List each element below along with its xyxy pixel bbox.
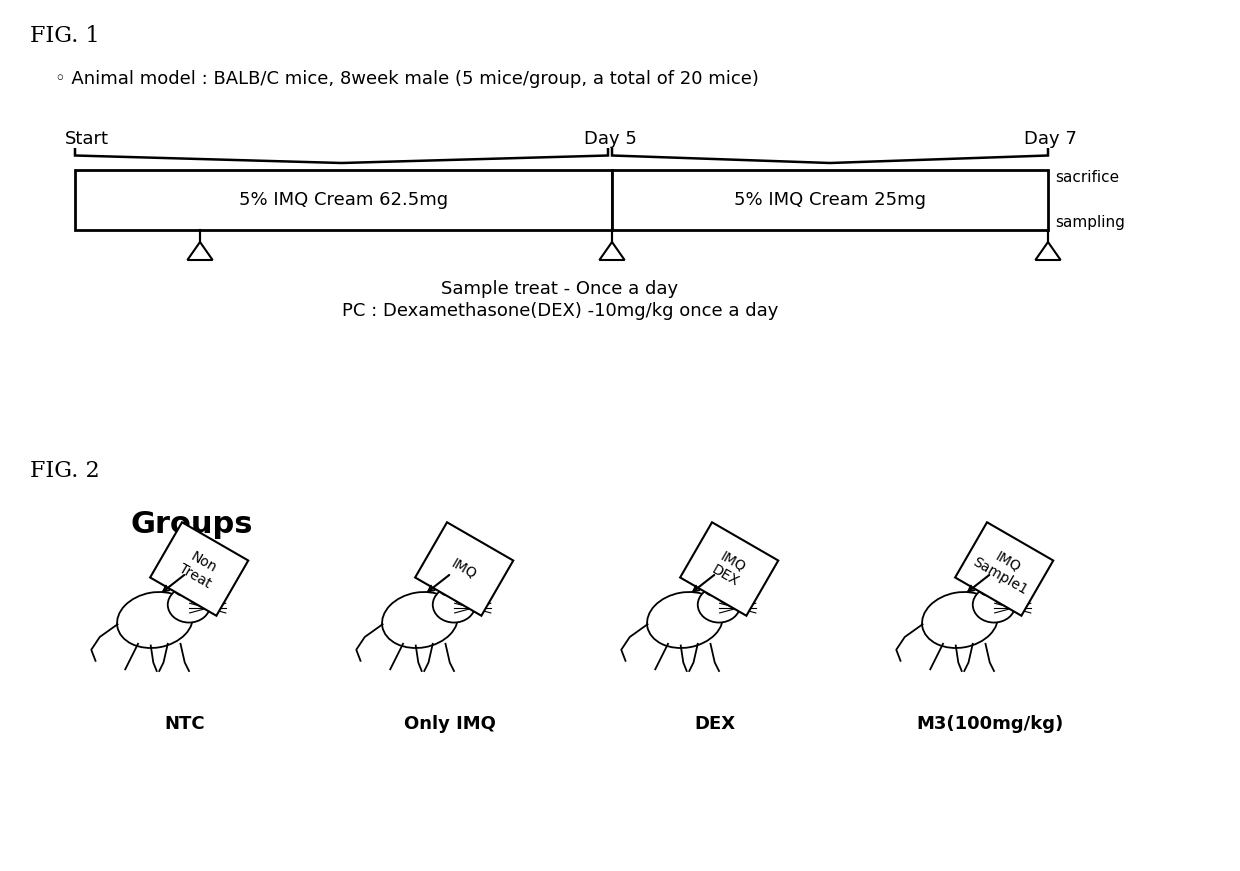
- Text: Day 5: Day 5: [584, 130, 636, 148]
- Ellipse shape: [698, 587, 740, 623]
- Polygon shape: [150, 523, 248, 616]
- Ellipse shape: [703, 573, 722, 596]
- Ellipse shape: [172, 573, 191, 596]
- Text: DEX: DEX: [694, 715, 735, 733]
- Polygon shape: [599, 242, 625, 260]
- Text: PC : Dexamethasone(DEX) -10mg/kg once a day: PC : Dexamethasone(DEX) -10mg/kg once a …: [342, 302, 779, 320]
- Text: sampling: sampling: [1055, 214, 1125, 229]
- Circle shape: [207, 605, 212, 611]
- Text: sacrifice: sacrifice: [1055, 171, 1120, 186]
- Circle shape: [996, 597, 1002, 603]
- Bar: [613, 170, 1048, 230]
- Ellipse shape: [438, 573, 456, 596]
- Text: IMQ
DEX: IMQ DEX: [709, 549, 749, 590]
- Ellipse shape: [923, 592, 998, 648]
- Polygon shape: [955, 523, 1053, 616]
- Circle shape: [472, 605, 477, 611]
- Polygon shape: [187, 242, 212, 260]
- Text: Only IMQ: Only IMQ: [404, 715, 496, 733]
- Ellipse shape: [167, 587, 211, 623]
- Text: Non
Treat: Non Treat: [176, 547, 222, 591]
- Text: FIG. 1: FIG. 1: [30, 25, 99, 47]
- Text: Sample treat - Once a day: Sample treat - Once a day: [441, 280, 678, 298]
- Text: Start: Start: [64, 130, 109, 148]
- Text: 5% IMQ Cream 25mg: 5% IMQ Cream 25mg: [734, 191, 926, 209]
- Circle shape: [1012, 605, 1017, 611]
- Bar: [74, 170, 613, 230]
- Ellipse shape: [117, 592, 193, 648]
- Text: M3(100mg/kg): M3(100mg/kg): [916, 715, 1064, 733]
- Ellipse shape: [433, 587, 475, 623]
- Text: IMQ: IMQ: [449, 557, 480, 582]
- Text: 5% IMQ Cream 62.5mg: 5% IMQ Cream 62.5mg: [239, 191, 448, 209]
- Circle shape: [456, 597, 463, 603]
- Circle shape: [737, 605, 742, 611]
- Text: Groups: Groups: [130, 510, 253, 539]
- Ellipse shape: [972, 587, 1016, 623]
- Ellipse shape: [647, 592, 723, 648]
- Polygon shape: [415, 523, 513, 616]
- Polygon shape: [680, 523, 779, 616]
- Text: FIG. 2: FIG. 2: [30, 460, 99, 482]
- Polygon shape: [1035, 242, 1060, 260]
- Ellipse shape: [382, 592, 458, 648]
- Text: Day 7: Day 7: [1023, 130, 1076, 148]
- Ellipse shape: [978, 573, 997, 596]
- Text: ◦ Animal model : BALB/C mice, 8week male (5 mice/group, a total of 20 mice): ◦ Animal model : BALB/C mice, 8week male…: [55, 70, 759, 88]
- Text: NTC: NTC: [165, 715, 206, 733]
- Circle shape: [720, 597, 728, 603]
- Text: IMQ
Sample1: IMQ Sample1: [970, 541, 1038, 598]
- Circle shape: [191, 597, 197, 603]
